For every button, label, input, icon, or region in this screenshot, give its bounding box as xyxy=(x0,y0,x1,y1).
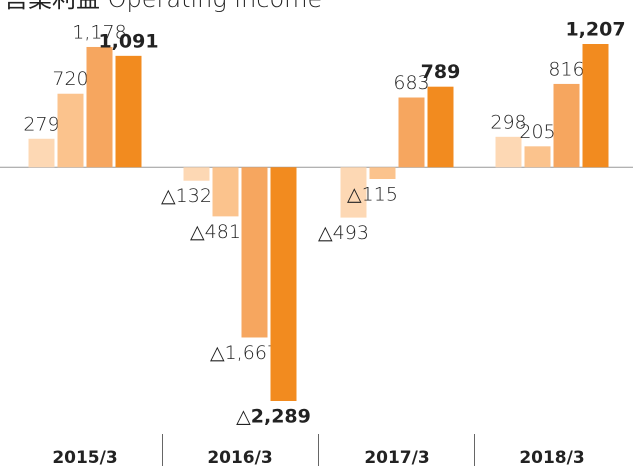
bar xyxy=(115,55,142,168)
value-label: △1,667 xyxy=(210,342,279,364)
bar xyxy=(398,97,425,168)
value-label: △115 xyxy=(347,183,398,205)
value-label: 720 xyxy=(52,68,88,90)
x-tick-label: 2017/3 xyxy=(364,448,429,468)
bar xyxy=(340,167,367,218)
bar xyxy=(524,146,551,168)
value-label: △2,289 xyxy=(236,406,311,428)
value-label: 205 xyxy=(519,121,555,143)
value-label: △481 xyxy=(190,221,241,243)
chart-title: 営業利益 Operating income xyxy=(4,0,322,13)
value-label: 683 xyxy=(393,72,429,94)
bar xyxy=(57,93,84,168)
bar xyxy=(183,167,210,181)
bar xyxy=(553,83,580,168)
value-label: △132 xyxy=(161,185,212,207)
value-label: 1,091 xyxy=(98,30,158,52)
value-label: △493 xyxy=(318,222,369,244)
bar xyxy=(582,44,609,168)
value-label: 298 xyxy=(490,111,526,133)
bar xyxy=(369,167,396,179)
bar xyxy=(212,167,239,217)
x-tick-label: 2016/3 xyxy=(207,448,272,468)
bar xyxy=(270,167,297,401)
x-tick-label: 2018/3 xyxy=(519,448,584,468)
value-label: 789 xyxy=(421,61,461,83)
bar xyxy=(241,167,268,338)
value-label: 279 xyxy=(23,113,59,135)
value-label: 816 xyxy=(548,58,584,80)
bar xyxy=(86,46,113,168)
bar xyxy=(495,136,522,168)
x-tick-label: 2015/3 xyxy=(52,448,117,468)
bar xyxy=(427,86,454,168)
value-label: 1,178 xyxy=(72,21,126,43)
value-label: 1,207 xyxy=(565,19,625,41)
bar xyxy=(28,138,55,168)
